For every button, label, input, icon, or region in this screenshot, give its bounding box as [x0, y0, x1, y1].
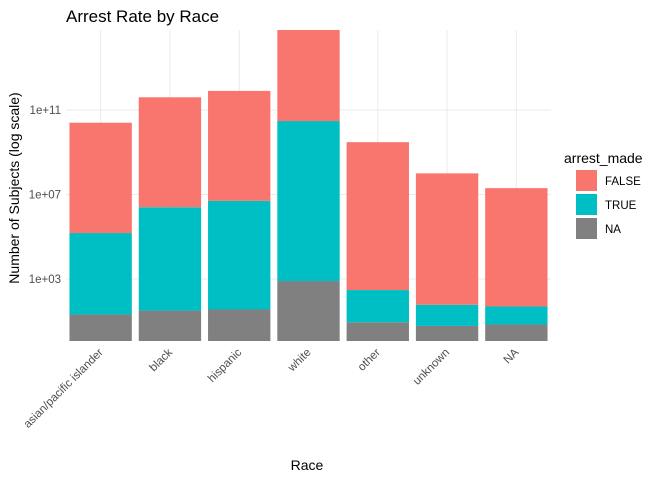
legend-key-true: [576, 194, 597, 215]
x-tick-label: unknown: [411, 347, 452, 388]
bar-segment-false-2: [208, 90, 271, 201]
x-axis-ticks: asian/pacific islander black hispanic white…: [22, 346, 522, 430]
legend-label-true: TRUE: [605, 200, 637, 212]
bar-segment-na-3: [277, 281, 340, 341]
legend-title: arrest_made: [564, 150, 643, 166]
bar-segment-true-4: [346, 290, 409, 323]
bar-segment-false-5: [415, 173, 479, 305]
bar-segment-false-6: [485, 188, 548, 307]
bar-segment-true-5: [415, 304, 479, 326]
x-tick-label: hispanic: [206, 346, 244, 384]
bar-segment-false-3: [277, 30, 340, 122]
bar-segment-na-1: [138, 310, 202, 341]
bar-segment-na-6: [485, 324, 548, 341]
y-tick-label: 1e+03: [29, 274, 61, 286]
bar-segment-true-3: [277, 121, 340, 282]
bar-segment-na-0: [69, 314, 132, 341]
bar-segment-na-2: [208, 309, 271, 341]
bar-segment-false-4: [346, 142, 409, 291]
bar-segment-na-5: [415, 325, 479, 341]
bar-segment-false-0: [69, 122, 132, 234]
legend-label-false: FALSE: [605, 176, 641, 188]
x-tick-label: NA: [502, 346, 522, 366]
legend-label-na: NA: [605, 224, 621, 236]
bars: [69, 30, 548, 341]
y-axis-title: Number of Subjects (log scale): [6, 92, 22, 283]
y-axis-ticks: 1e+03 1e+07 1e+11: [29, 105, 61, 286]
legend: arrest_made FALSE TRUE NA: [564, 150, 643, 239]
x-tick-label: white: [285, 347, 313, 375]
x-tick-label: asian/pacific islander: [22, 347, 106, 431]
legend-key-false: [576, 170, 597, 191]
x-axis-title: Race: [291, 457, 324, 473]
bar-segment-true-1: [138, 207, 202, 311]
y-tick-label: 1e+11: [30, 105, 61, 117]
x-tick-label: other: [356, 347, 383, 374]
legend-key-na: [576, 218, 597, 239]
chart-title: Arrest Rate by Race: [66, 7, 219, 26]
bar-segment-true-6: [485, 306, 548, 325]
bar-segment-true-2: [208, 200, 271, 310]
x-tick-label: black: [148, 346, 176, 374]
y-tick-label: 1e+07: [29, 190, 61, 202]
bar-segment-false-1: [138, 97, 202, 208]
bar-segment-na-4: [346, 322, 409, 341]
bar-segment-true-0: [69, 233, 132, 315]
